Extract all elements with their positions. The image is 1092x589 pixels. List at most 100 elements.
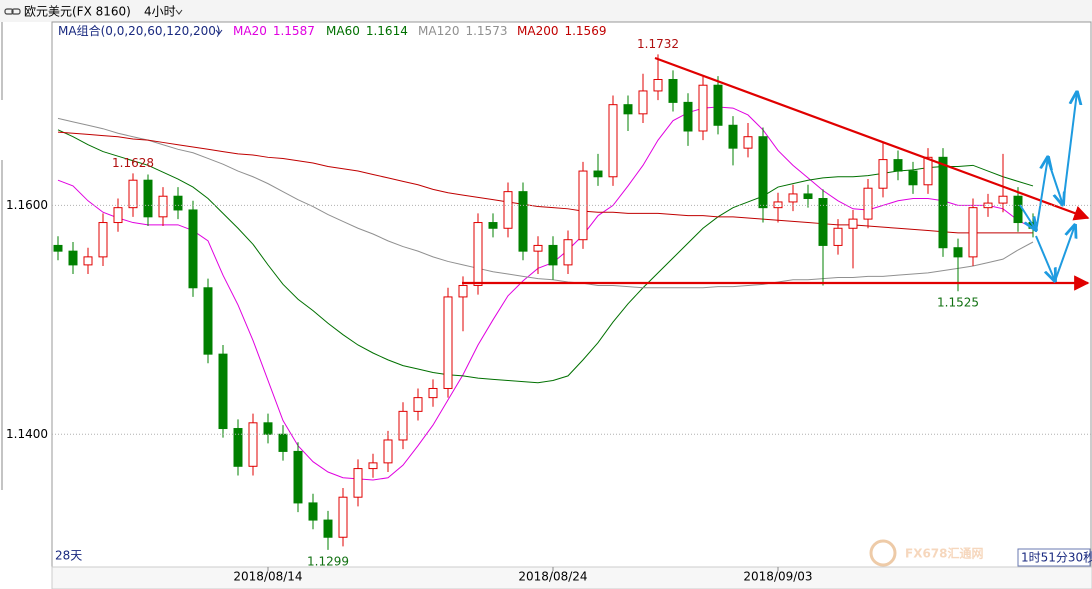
- candle-body: [998, 195, 1008, 204]
- candle-body: [518, 191, 528, 252]
- legend-name: MA20: [233, 24, 267, 38]
- candle: [518, 182, 528, 261]
- candle: [113, 198, 123, 232]
- symbol-icon: [4, 8, 21, 15]
- candle-body: [818, 198, 828, 246]
- legend-value: 1.1569: [564, 24, 606, 38]
- candle: [428, 379, 438, 407]
- candle-body: [428, 387, 438, 399]
- candle-body: [443, 296, 453, 389]
- candle: [353, 459, 363, 507]
- candle: [488, 213, 498, 238]
- candle: [743, 122, 753, 158]
- candle-body: [293, 450, 303, 504]
- candle: [758, 127, 768, 223]
- candle-body: [128, 179, 138, 209]
- candle-body: [173, 195, 183, 211]
- candle: [473, 213, 483, 295]
- candle: [848, 209, 858, 269]
- candle-body: [668, 78, 678, 103]
- candle-body: [323, 519, 333, 538]
- legend: MA组合(0,0,20,60,120,200) MA20 1.1587 MA60 1.1…: [58, 23, 606, 38]
- candle-body: [623, 104, 633, 115]
- candle-body: [278, 433, 288, 452]
- candle: [533, 236, 543, 275]
- legend-name: MA200: [517, 24, 558, 38]
- candle: [938, 148, 948, 257]
- candle: [308, 493, 318, 530]
- candle: [338, 488, 348, 547]
- candle-body: [833, 227, 843, 246]
- candle-body: [878, 159, 888, 189]
- candle: [818, 189, 828, 286]
- candle-body: [143, 179, 153, 218]
- candle-body: [533, 244, 543, 252]
- legend-name: MA60: [326, 24, 360, 38]
- candle-body: [158, 195, 168, 218]
- candle-body: [743, 136, 753, 149]
- y-tick-label: 1.1400: [6, 427, 48, 441]
- candle: [653, 54, 663, 101]
- candle: [923, 148, 933, 194]
- candle: [728, 116, 738, 166]
- trend-lines: [462, 56, 1090, 291]
- candle-body: [863, 187, 873, 220]
- candle-body: [803, 193, 813, 200]
- candle: [998, 153, 1008, 213]
- candle: [668, 70, 678, 112]
- candle: [263, 413, 273, 444]
- candle: [698, 76, 708, 141]
- candle: [458, 276, 468, 332]
- candle-body: [548, 244, 558, 266]
- ma-line: [57, 117, 1034, 289]
- candle: [443, 287, 453, 398]
- candle: [863, 179, 873, 229]
- candle: [128, 173, 138, 217]
- candle: [638, 73, 648, 123]
- candle-body: [98, 222, 108, 258]
- candle-body: [638, 90, 648, 115]
- candle-body: [953, 247, 963, 258]
- candle: [563, 230, 573, 275]
- candle: [173, 187, 183, 220]
- candle: [713, 76, 723, 135]
- candle: [233, 419, 243, 476]
- candle: [503, 182, 513, 238]
- candle-body: [758, 136, 768, 209]
- symbol-title: 欧元美元(FX 8160): [24, 5, 131, 19]
- candle-body: [728, 124, 738, 149]
- period-chevron[interactable]: [175, 9, 183, 15]
- candle: [773, 192, 783, 223]
- candle-body: [263, 422, 273, 435]
- candle: [368, 453, 378, 478]
- candle-body: [113, 207, 123, 224]
- legend-value: 1.1573: [465, 24, 507, 38]
- candle-body: [563, 239, 573, 266]
- forecast-arrows: [1019, 92, 1077, 281]
- candle-body: [893, 159, 903, 172]
- candle: [833, 219, 843, 255]
- candle: [788, 184, 798, 212]
- extreme-label: 1.1732: [637, 37, 679, 51]
- x-tick-label: 2018/08/24: [518, 570, 587, 584]
- candle-body: [908, 170, 918, 186]
- candle-body: [923, 156, 933, 186]
- candle: [68, 241, 78, 275]
- period[interactable]: 4小时: [144, 5, 176, 19]
- legend-value: 1.1614: [366, 24, 408, 38]
- candle-body: [713, 84, 723, 126]
- candle: [293, 442, 303, 513]
- candle-body: [968, 207, 978, 258]
- candle-body: [788, 193, 798, 203]
- candle: [893, 150, 903, 181]
- legend-name: MA120: [418, 24, 459, 38]
- ma-group: MA组合(0,0,20,60,120,200): [58, 23, 221, 38]
- x-tick-label: 2018/09/03: [743, 570, 812, 584]
- candle: [593, 153, 603, 186]
- candle-body: [233, 428, 243, 467]
- candle: [53, 236, 63, 261]
- candle: [188, 200, 198, 297]
- candle-body: [338, 496, 348, 538]
- candle: [278, 425, 288, 461]
